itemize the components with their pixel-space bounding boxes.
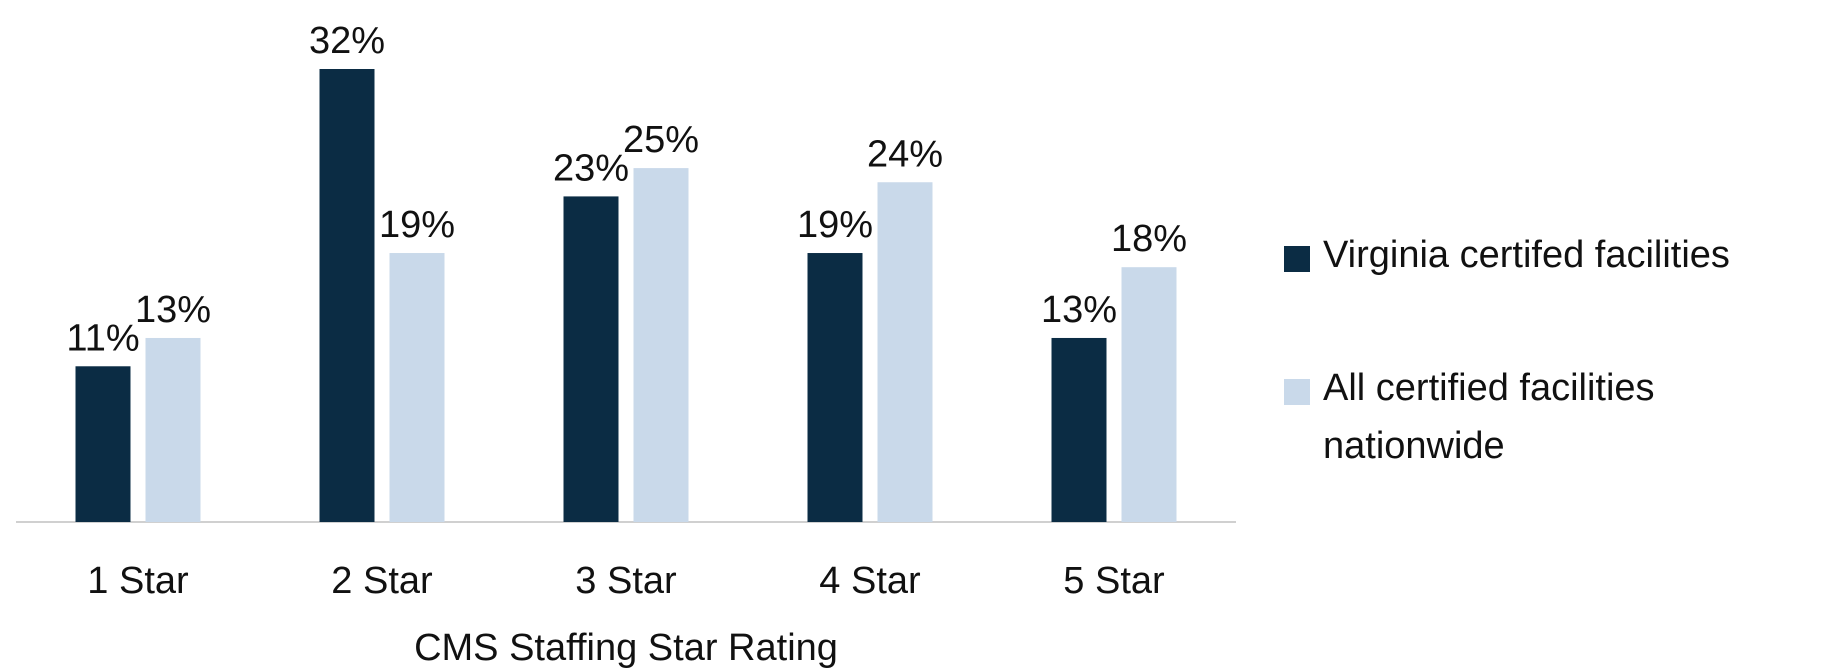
bar [319, 69, 375, 522]
bar [389, 253, 445, 522]
bar [807, 253, 863, 522]
data-label: 13% [135, 289, 211, 331]
data-label: 19% [797, 204, 873, 246]
bar [1121, 267, 1177, 522]
legend-swatch [1284, 246, 1310, 272]
data-label: 32% [309, 20, 385, 62]
bar [145, 337, 201, 522]
legend-label: Virginia certifed facilities [1323, 234, 1730, 276]
data-label: 13% [1041, 289, 1117, 331]
data-label: 23% [553, 147, 629, 189]
bar [563, 196, 619, 522]
data-label: 11% [66, 317, 139, 359]
x-tick-label: 1 Star [87, 560, 189, 602]
bar [75, 366, 131, 522]
legend-swatch [1284, 379, 1310, 405]
data-label: 24% [867, 133, 943, 175]
x-tick-label: 5 Star [1063, 560, 1165, 602]
x-tick-label: 2 Star [331, 560, 433, 602]
bar [877, 182, 933, 522]
x-axis-title: CMS Staffing Star Rating [414, 627, 838, 669]
bar [1051, 337, 1107, 522]
data-label: 18% [1111, 218, 1187, 260]
x-tick-label: 3 Star [575, 560, 677, 602]
data-label: 25% [623, 119, 699, 161]
bar [633, 168, 689, 522]
data-label: 19% [379, 204, 455, 246]
legend-label: All certified facilities nationwide [1323, 367, 1655, 467]
x-tick-label: 4 Star [819, 560, 921, 602]
